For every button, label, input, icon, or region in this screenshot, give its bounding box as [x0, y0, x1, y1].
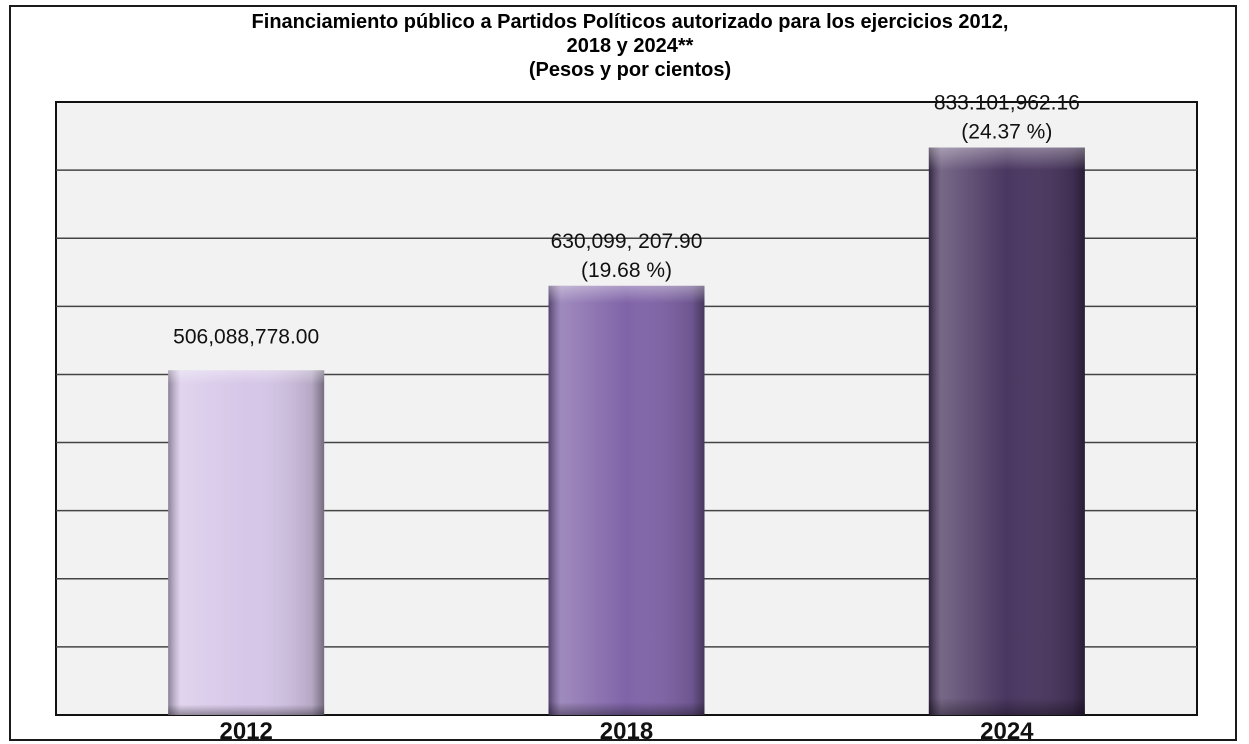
bar-bevel-vertical: [548, 285, 705, 715]
chart-title-line-2: 2018 y 2024**: [566, 35, 694, 57]
category-label-2024: 2024: [980, 718, 1034, 744]
category-label-2012: 2012: [219, 718, 272, 744]
chart-title: Financiamiento público a Partidos Políti…: [40, 10, 1220, 82]
bars: [168, 147, 1085, 715]
value-label-2012: 506,088,778.00: [173, 325, 319, 348]
category-label-2018: 2018: [600, 718, 653, 744]
percent-label-2024: (24.37 %): [961, 121, 1052, 144]
bar-bevel-vertical: [928, 147, 1085, 715]
bar-2012: [168, 370, 325, 715]
bar-bevel-vertical: [168, 370, 325, 715]
category-labels: 2012 2018 2024: [219, 718, 1034, 744]
chart-title-line-3: (Pesos y por cientos): [528, 59, 732, 81]
value-label-2024: 833.101,962.16: [934, 92, 1080, 115]
percent-label-2018: (19.68 %): [581, 259, 672, 282]
bar-2024: [928, 147, 1085, 715]
bar-2018: [548, 285, 705, 715]
value-label-2018: 630,099, 207.90: [551, 230, 703, 253]
data-labels: 506,088,778.00 630,099, 207.90 (19.68 %) 83…: [173, 92, 1080, 349]
chart-title-line-1: Financiamiento público a Partidos Políti…: [251, 11, 1009, 33]
